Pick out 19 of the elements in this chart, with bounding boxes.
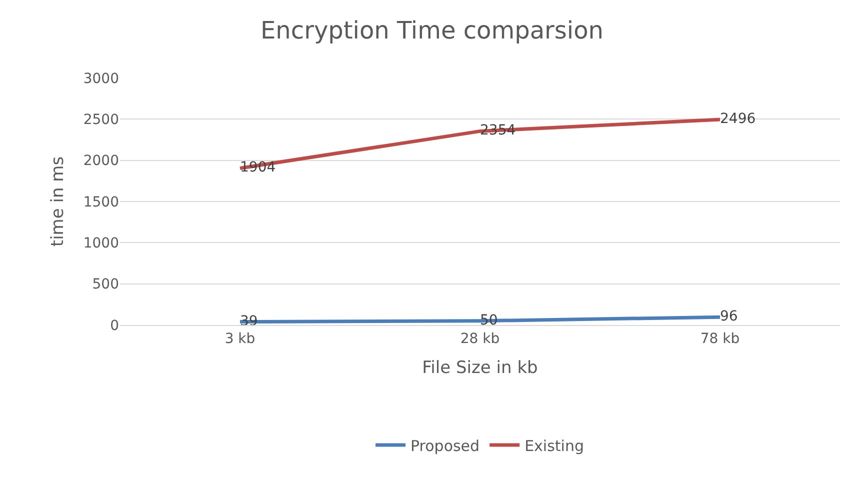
data-label: 2354 <box>480 122 516 139</box>
y-tick-label: 2500 <box>83 112 119 128</box>
x-tick-label: 78 kb <box>700 330 740 347</box>
data-label: 96 <box>720 308 738 325</box>
y-tick-label: 2000 <box>83 153 119 170</box>
legend-label: Existing <box>524 436 584 455</box>
data-label: 2496 <box>720 111 756 127</box>
x-tick-label: 3 kb <box>224 330 256 347</box>
y-tick-label: 500 <box>92 276 119 293</box>
x-axis-title: File Size in kb <box>422 358 538 378</box>
y-tick-label: 1000 <box>83 236 119 252</box>
chart-title: Encryption Time comparsion <box>260 16 604 44</box>
y-tick-label: 0 <box>110 318 119 334</box>
x-tick-label: 28 kb <box>460 330 500 347</box>
data-label: 50 <box>480 312 498 328</box>
y-axis-title: time in ms <box>48 156 68 247</box>
y-tick-label: 3000 <box>83 70 119 87</box>
legend-label: Proposed <box>410 436 480 455</box>
y-tick-label: 1500 <box>83 194 119 210</box>
